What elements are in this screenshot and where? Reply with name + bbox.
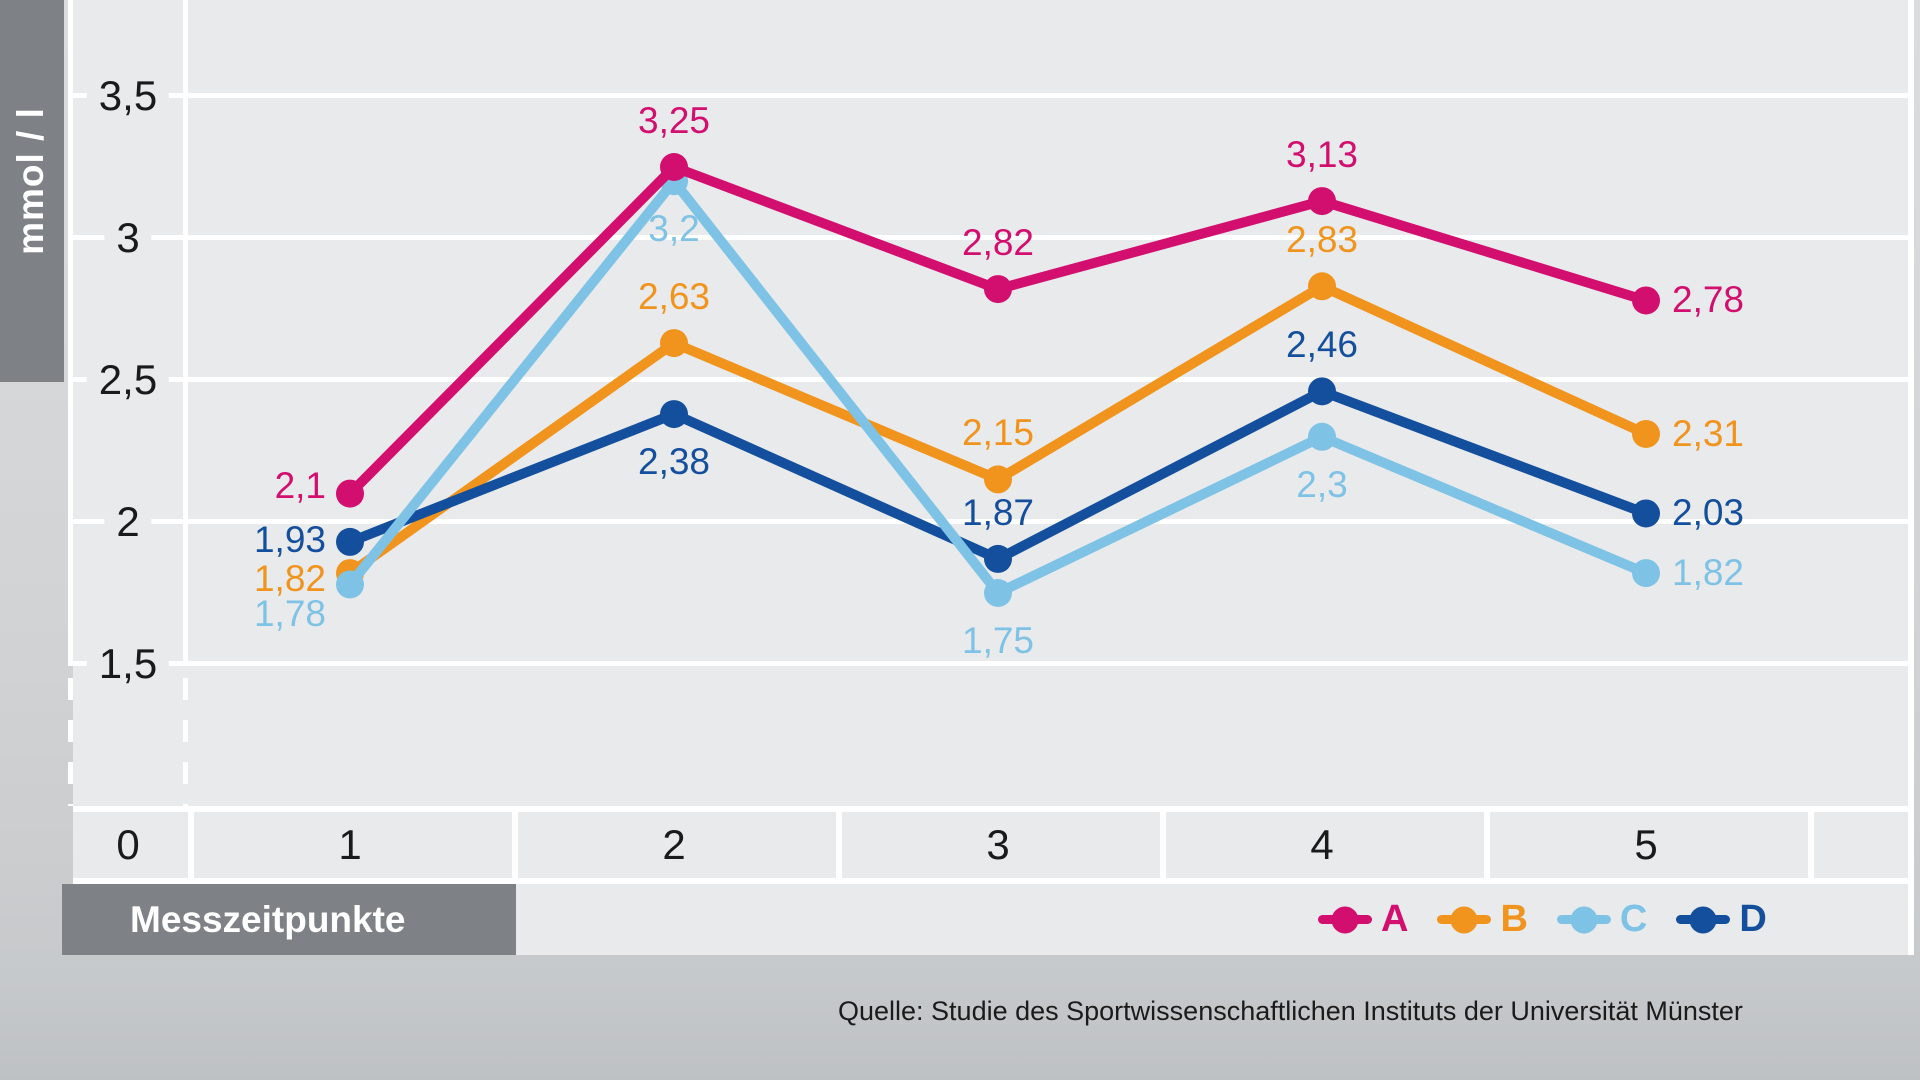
data-point-label-A-5: 2,78 (1672, 279, 1745, 321)
x-band-separator (512, 806, 518, 884)
data-point-C-4 (1308, 422, 1336, 451)
data-point-D-5 (1632, 499, 1660, 528)
legend-marker-icon (1437, 906, 1492, 933)
data-point-A-3 (984, 275, 1012, 304)
x-axis-title-box: Messzeitpunkte (62, 884, 516, 955)
legend: A B C D (1318, 884, 1767, 955)
data-point-label-C-1: 1,78 (253, 593, 326, 635)
data-point-C-3 (984, 579, 1012, 607)
data-point-label-C-2: 3,2 (648, 208, 700, 250)
legend-marker-icon (1676, 906, 1731, 933)
y-tick-label: 2,5 (86, 354, 170, 406)
data-point-label-C-5: 1,82 (1672, 552, 1745, 594)
data-point-A-1 (336, 479, 364, 508)
gridline (73, 235, 1908, 240)
y-tick-label: 2 (104, 496, 152, 548)
data-point-D-1 (336, 527, 364, 556)
data-point-B-3 (984, 465, 1012, 494)
data-point-D-2 (660, 400, 688, 429)
data-point-A-2 (660, 153, 688, 181)
x-band-top-line (73, 806, 1908, 812)
legend-item-D: D (1676, 898, 1767, 941)
x-tick-label: 0 (116, 821, 140, 868)
gridline (73, 93, 1908, 98)
legend-dot-icon (1450, 906, 1478, 933)
data-point-label-A-4: 3,13 (1285, 134, 1359, 176)
x-band-bottom-line (73, 878, 1908, 884)
source-note: Quelle: Studie des Sportwissenschaftlich… (838, 996, 1743, 1026)
plot-right-border (1908, 0, 1914, 955)
legend-item-C: C (1556, 898, 1648, 941)
x-band-separator (1160, 806, 1166, 884)
gridline (73, 377, 1908, 382)
data-point-label-D-2: 2,38 (637, 441, 711, 483)
data-point-label-B-2: 2,63 (637, 276, 711, 318)
data-point-label-A-3: 2,82 (961, 222, 1035, 264)
x-tick-label: 4 (1310, 821, 1334, 868)
legend-item-A: A (1318, 898, 1408, 941)
x-band-separator (836, 806, 842, 884)
x-tick-label: 3 (986, 821, 1010, 868)
data-point-label-D-3: 1,87 (961, 491, 1035, 533)
data-point-label-A-2: 3,25 (637, 100, 711, 141)
data-point-label-A-1: 2,1 (274, 464, 326, 506)
data-point-label-D-4: 2,46 (1285, 324, 1359, 366)
data-point-B-2 (660, 329, 688, 358)
y-tick-label: 3,5 (86, 70, 170, 122)
x-axis-title: Messzeitpunkte (130, 898, 406, 940)
y-axis-line-dashed (68, 678, 73, 806)
legend-item-B: B (1437, 898, 1528, 941)
y-axis-line-dashed (183, 678, 188, 806)
legend-dot-icon (1689, 906, 1717, 933)
data-point-label-D-1: 1,93 (253, 518, 326, 560)
legend-label: A (1381, 898, 1409, 940)
data-point-C-5 (1632, 559, 1660, 588)
y-axis-line (68, 0, 73, 666)
data-point-A-4 (1308, 187, 1336, 216)
data-point-label-C-4: 2,3 (1296, 463, 1348, 505)
gridline (73, 661, 1908, 666)
y-axis-unit-bar: mmol / l (0, 0, 64, 382)
x-tick-label: 1 (338, 821, 362, 868)
x-band-separator (188, 806, 194, 884)
legend-label: D (1739, 898, 1767, 940)
x-tick-label: 2 (662, 821, 686, 868)
data-point-B-5 (1632, 419, 1660, 448)
data-point-C-1 (336, 570, 364, 599)
x-band-separator (1484, 806, 1490, 884)
legend-band (516, 884, 1908, 955)
data-point-label-B-1: 1,82 (253, 558, 326, 600)
data-point-A-5 (1632, 286, 1660, 315)
data-point-label-B-5: 2,31 (1672, 412, 1745, 454)
legend-marker-icon (1556, 906, 1611, 933)
legend-label: C (1619, 898, 1648, 940)
x-tick-label: 5 (1634, 821, 1658, 868)
data-point-D-4 (1308, 377, 1336, 406)
legend-dot-icon (1331, 906, 1359, 933)
y-tick-label: 3 (104, 212, 152, 264)
x-band-separator (1808, 806, 1814, 884)
legend-dot-icon (1570, 906, 1598, 933)
data-point-label-B-3: 2,15 (961, 412, 1035, 454)
y-tick-label: 1,5 (86, 638, 170, 690)
data-point-D-3 (984, 544, 1012, 573)
y-axis-line (183, 0, 188, 666)
data-point-label-D-5: 2,03 (1672, 492, 1745, 534)
data-point-label-C-3: 1,75 (961, 620, 1035, 661)
data-point-label-B-4: 2,83 (1285, 219, 1359, 261)
gridline (73, 519, 1908, 524)
data-point-B-4 (1308, 272, 1336, 301)
legend-marker-icon (1318, 906, 1372, 933)
legend-label: B (1500, 898, 1528, 940)
plot-area (73, 0, 1908, 884)
